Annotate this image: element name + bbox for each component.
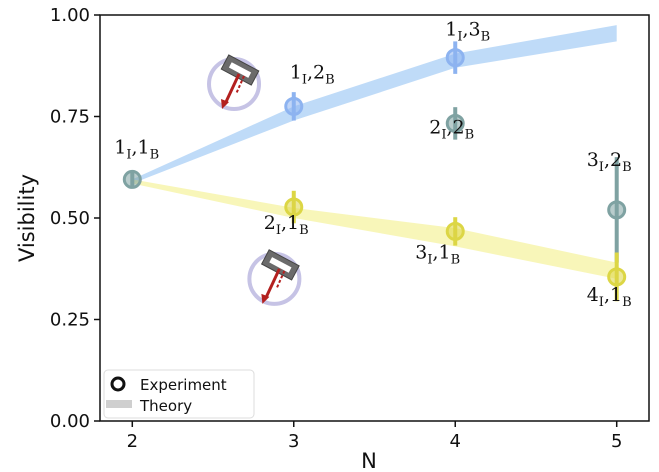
- theory-band-0: [132, 25, 617, 184]
- y-tick-label: 0.50: [50, 208, 90, 229]
- point-label: 1I,3B: [445, 19, 490, 45]
- data-point: [445, 113, 465, 133]
- x-tick-label: 4: [450, 431, 461, 452]
- point-label: 1I,1B: [114, 136, 159, 162]
- point-label: 2I,1B: [264, 212, 309, 238]
- x-axis-label: N: [361, 449, 377, 472]
- arrow-icon: [223, 73, 241, 105]
- x-tick-label: 5: [611, 431, 622, 452]
- point-label: 3I,1B: [415, 241, 460, 267]
- data-point: [445, 221, 465, 241]
- data-point: [122, 169, 142, 189]
- y-tick-label: 0.75: [50, 107, 90, 128]
- axes: 2 3 4 5 0.00 0.25 0.50 0.75 1.00: [50, 5, 650, 452]
- lower-beamsplitter-inset: [247, 249, 302, 306]
- point-label: 3I,2B: [587, 149, 632, 175]
- point-annotations: 1I,1B 2I,2B 3I,2B 1I,2B 1I,3B 2I,1B 3I,1B 4I,1B: [114, 19, 631, 310]
- data-point: [284, 96, 304, 116]
- legend-experiment-label: Experiment: [140, 376, 227, 394]
- upper-beamsplitter-inset: [207, 54, 262, 112]
- y-axis-label: Visibility: [15, 174, 39, 262]
- data-point: [607, 200, 627, 220]
- theory-band-1: [132, 179, 617, 279]
- x-tick-label: 3: [288, 431, 299, 452]
- y-tick-label: 0.00: [50, 411, 90, 432]
- theory-bands: [132, 25, 617, 279]
- y-tick-label: 0.25: [50, 310, 90, 331]
- data-point: [445, 48, 465, 68]
- legend-box: [103, 369, 255, 419]
- legend-experiment-marker: [110, 376, 126, 392]
- data-point: [284, 197, 304, 217]
- legend-theory-label: Theory: [139, 397, 192, 415]
- legend-theory-marker: [106, 400, 132, 408]
- y-tick-label: 1.00: [50, 5, 90, 26]
- point-label: 2I,2B: [429, 116, 474, 142]
- arrow-icon: [264, 268, 281, 300]
- point-label: 1I,2B: [290, 61, 335, 87]
- legend: Experiment Theory: [103, 369, 255, 419]
- x-tick-label: 2: [127, 431, 138, 452]
- insets: [207, 54, 302, 306]
- data-points: [122, 41, 627, 302]
- point-label: 4I,1B: [587, 284, 632, 310]
- data-point: [607, 267, 627, 287]
